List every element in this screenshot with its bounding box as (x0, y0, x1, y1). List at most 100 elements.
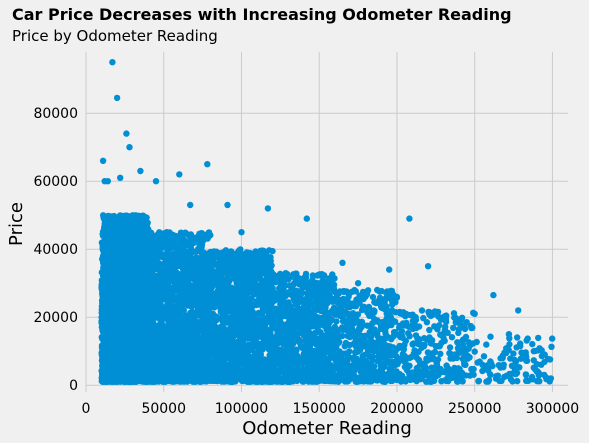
data-point (115, 270, 123, 277)
data-point (123, 285, 130, 292)
data-point (118, 304, 126, 312)
data-point (195, 378, 202, 385)
data-point (154, 335, 162, 342)
data-point (111, 352, 119, 360)
data-point (149, 377, 156, 384)
data-point (136, 220, 143, 227)
data-point (171, 371, 179, 378)
data-point (101, 241, 108, 248)
data-point (101, 338, 108, 345)
data-point (113, 236, 121, 243)
data-point (103, 321, 110, 329)
data-point (195, 247, 203, 255)
data-point (137, 283, 144, 291)
data-point (107, 311, 115, 319)
data-point (118, 355, 125, 363)
data-point (102, 293, 109, 300)
data-point (172, 263, 179, 270)
data-point (138, 214, 146, 221)
data-point (110, 289, 118, 296)
data-point (185, 314, 192, 321)
data-point (100, 305, 107, 313)
data-point (191, 295, 199, 302)
data-point (103, 274, 111, 281)
data-point (140, 337, 147, 344)
data-point (172, 294, 180, 302)
data-point (138, 325, 145, 332)
data-point (146, 281, 153, 289)
data-point (182, 267, 190, 275)
data-point (100, 327, 107, 335)
data-point (180, 274, 187, 281)
data-point (187, 274, 194, 281)
data-points (98, 59, 556, 385)
data-point (197, 240, 204, 248)
data-point (152, 265, 159, 273)
data-point (118, 250, 126, 258)
data-point (195, 301, 202, 309)
data-point (188, 269, 195, 276)
data-point (166, 371, 174, 378)
data-point (191, 290, 198, 297)
data-point (189, 239, 197, 247)
data-point (148, 248, 155, 255)
data-point (106, 252, 113, 259)
data-point (152, 286, 159, 293)
data-point (171, 351, 178, 358)
data-point (107, 240, 114, 248)
data-point (128, 291, 136, 299)
data-point (202, 368, 209, 375)
data-point (101, 333, 108, 340)
data-point (124, 368, 132, 376)
data-point (111, 332, 118, 339)
data-point (174, 272, 182, 279)
data-point (99, 355, 106, 362)
data-point (187, 333, 194, 340)
data-point (133, 272, 140, 280)
data-point (118, 318, 126, 326)
data-point (181, 367, 188, 374)
data-point (103, 225, 110, 233)
data-point (118, 350, 125, 358)
data-point (157, 281, 165, 288)
data-point (188, 376, 195, 383)
data-point (149, 316, 157, 323)
data-point (146, 329, 153, 337)
data-point (108, 337, 115, 344)
data-point (122, 291, 130, 299)
data-point (179, 376, 186, 383)
data-point (112, 263, 120, 271)
data-point (154, 344, 161, 352)
data-point (131, 333, 139, 340)
data-point (193, 362, 200, 369)
data-point (180, 248, 187, 255)
data-point (124, 375, 131, 382)
data-point (201, 234, 208, 241)
data-point (145, 234, 152, 241)
data-point (155, 325, 163, 332)
data-point (154, 243, 161, 250)
data-point (159, 286, 166, 294)
data-point (201, 354, 208, 361)
data-point (137, 369, 144, 376)
data-point (196, 319, 204, 326)
data-point (167, 285, 174, 292)
data-point (116, 364, 124, 372)
data-point (110, 319, 117, 326)
data-point (210, 268, 217, 275)
data-point (200, 267, 207, 274)
data-point (106, 358, 114, 365)
data-point (132, 212, 139, 219)
data-point (145, 242, 153, 249)
data-point (174, 301, 182, 308)
data-point (121, 313, 129, 320)
data-point (162, 258, 169, 265)
data-point (132, 324, 139, 331)
data-point (98, 283, 106, 290)
data-point (173, 376, 180, 383)
data-point (126, 310, 133, 317)
data-point (103, 343, 111, 351)
data-point (188, 246, 195, 253)
data-point (183, 284, 191, 291)
